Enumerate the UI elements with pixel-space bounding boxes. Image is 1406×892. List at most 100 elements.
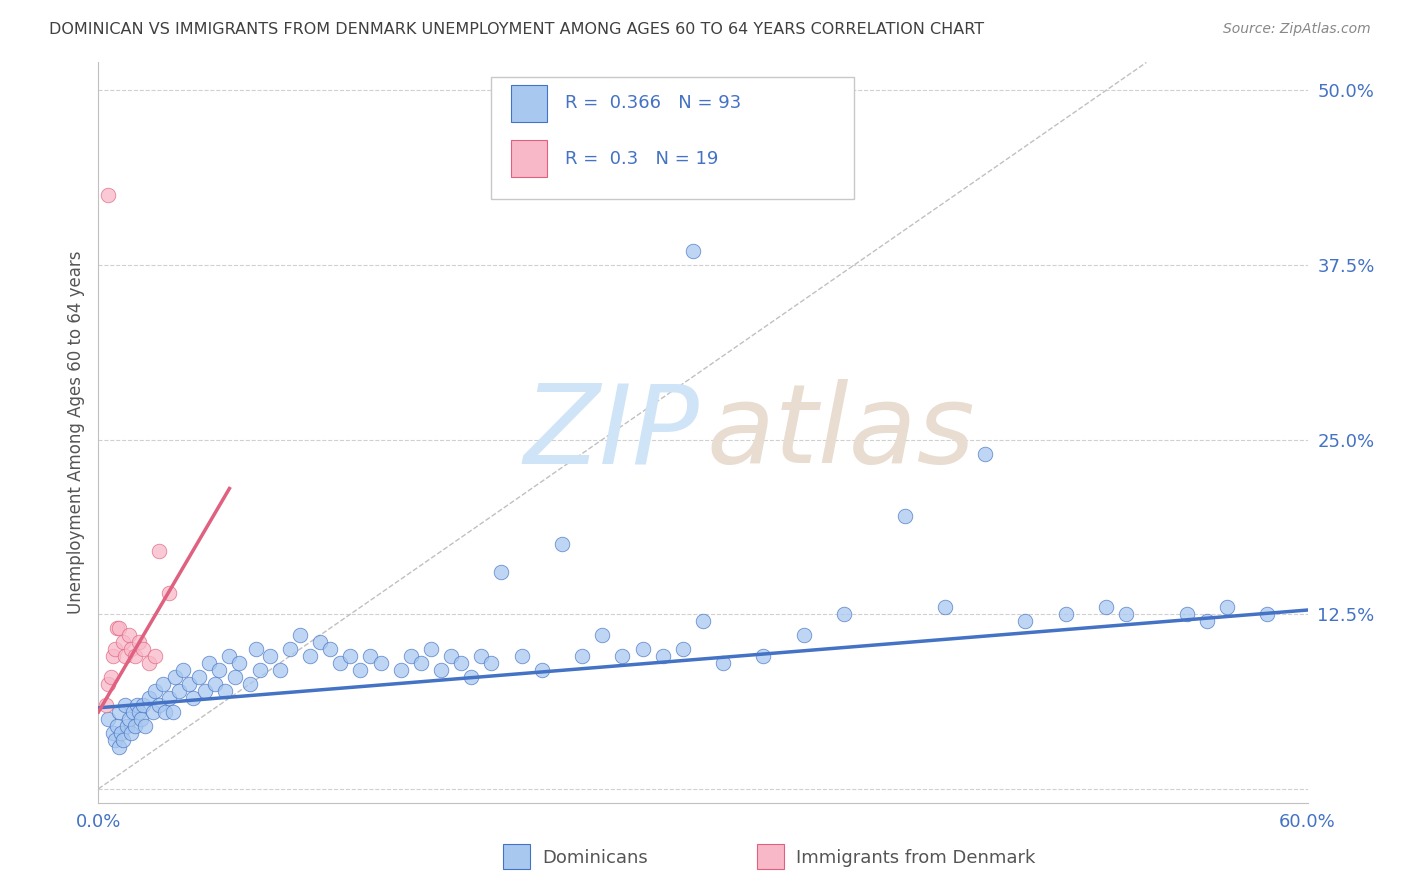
Point [157, 691, 180, 706]
Point [194, 684, 217, 698]
Point [360, 649, 382, 664]
Point [107, 621, 129, 635]
Point [134, 719, 156, 733]
Point [163, 670, 186, 684]
Point [228, 656, 250, 670]
Point [132, 642, 155, 657]
Point [124, 719, 146, 733]
Text: ZIP: ZIP [523, 379, 699, 486]
Point [101, 726, 124, 740]
Point [339, 649, 361, 664]
Text: Source: ZipAtlas.com: Source: ZipAtlas.com [1223, 22, 1371, 37]
Point [299, 649, 322, 664]
Point [105, 719, 128, 733]
Point [129, 712, 152, 726]
Point [612, 649, 634, 664]
Point [793, 628, 815, 642]
Point [1216, 600, 1239, 615]
Point [204, 677, 226, 691]
Point [132, 698, 155, 712]
Point [430, 663, 453, 677]
Point [571, 649, 593, 664]
Point [143, 684, 166, 698]
Point [118, 628, 141, 642]
Point [672, 642, 695, 657]
Point [157, 586, 180, 600]
Point [97, 712, 120, 726]
Point [152, 677, 174, 691]
Point [111, 733, 134, 747]
Point [651, 649, 673, 664]
Point [107, 705, 129, 719]
Point [1115, 607, 1137, 622]
Point [120, 726, 142, 740]
Point [103, 733, 125, 747]
Point [97, 677, 120, 691]
Point [115, 719, 138, 733]
Point [711, 656, 734, 670]
Point [974, 446, 997, 460]
Point [114, 649, 136, 664]
Point [111, 635, 134, 649]
Point [239, 677, 262, 691]
Point [105, 621, 128, 635]
Point [329, 656, 352, 670]
Point [172, 663, 194, 677]
Y-axis label: Unemployment Among Ages 60 to 64 years: Unemployment Among Ages 60 to 64 years [66, 251, 84, 615]
Point [97, 188, 120, 202]
Point [491, 566, 513, 580]
Point [269, 663, 291, 677]
Point [692, 614, 714, 628]
Point [179, 677, 201, 691]
Point [208, 663, 231, 677]
Text: Dominicans: Dominicans [543, 849, 648, 867]
Point [125, 698, 148, 712]
Point [121, 705, 143, 719]
Point [153, 705, 176, 719]
Text: DOMINICAN VS IMMIGRANTS FROM DENMARK UNEMPLOYMENT AMONG AGES 60 TO 64 YEARS CORR: DOMINICAN VS IMMIGRANTS FROM DENMARK UNE… [49, 22, 984, 37]
Point [389, 663, 412, 677]
FancyBboxPatch shape [492, 78, 855, 200]
Point [167, 684, 190, 698]
Point [259, 649, 281, 664]
Point [309, 635, 332, 649]
Point [420, 642, 443, 657]
Point [118, 712, 141, 726]
Bar [510, 85, 547, 121]
Point [832, 607, 855, 622]
Point [631, 642, 654, 657]
Point [224, 670, 246, 684]
Text: R =  0.3   N = 19: R = 0.3 N = 19 [565, 150, 718, 168]
Point [752, 649, 775, 664]
Point [214, 684, 236, 698]
Point [934, 600, 956, 615]
Point [1195, 614, 1218, 628]
Point [470, 649, 492, 664]
Point [148, 698, 170, 712]
Point [1175, 607, 1198, 622]
Point [120, 642, 142, 657]
Point [162, 705, 184, 719]
Point [107, 739, 129, 754]
Point [143, 649, 166, 664]
Point [198, 656, 221, 670]
Point [103, 642, 125, 657]
Point [1095, 600, 1118, 615]
Point [142, 705, 165, 719]
Point [181, 691, 204, 706]
Point [1054, 607, 1077, 622]
Point [682, 244, 704, 258]
Point [100, 670, 122, 684]
Point [110, 726, 132, 740]
Point [409, 656, 432, 670]
Point [128, 705, 150, 719]
Point [138, 691, 160, 706]
Point [245, 642, 267, 657]
Point [1014, 614, 1036, 628]
Bar [758, 844, 785, 870]
Point [551, 537, 574, 551]
Point [278, 642, 301, 657]
Point [128, 635, 150, 649]
Bar [503, 844, 530, 870]
Point [591, 628, 613, 642]
